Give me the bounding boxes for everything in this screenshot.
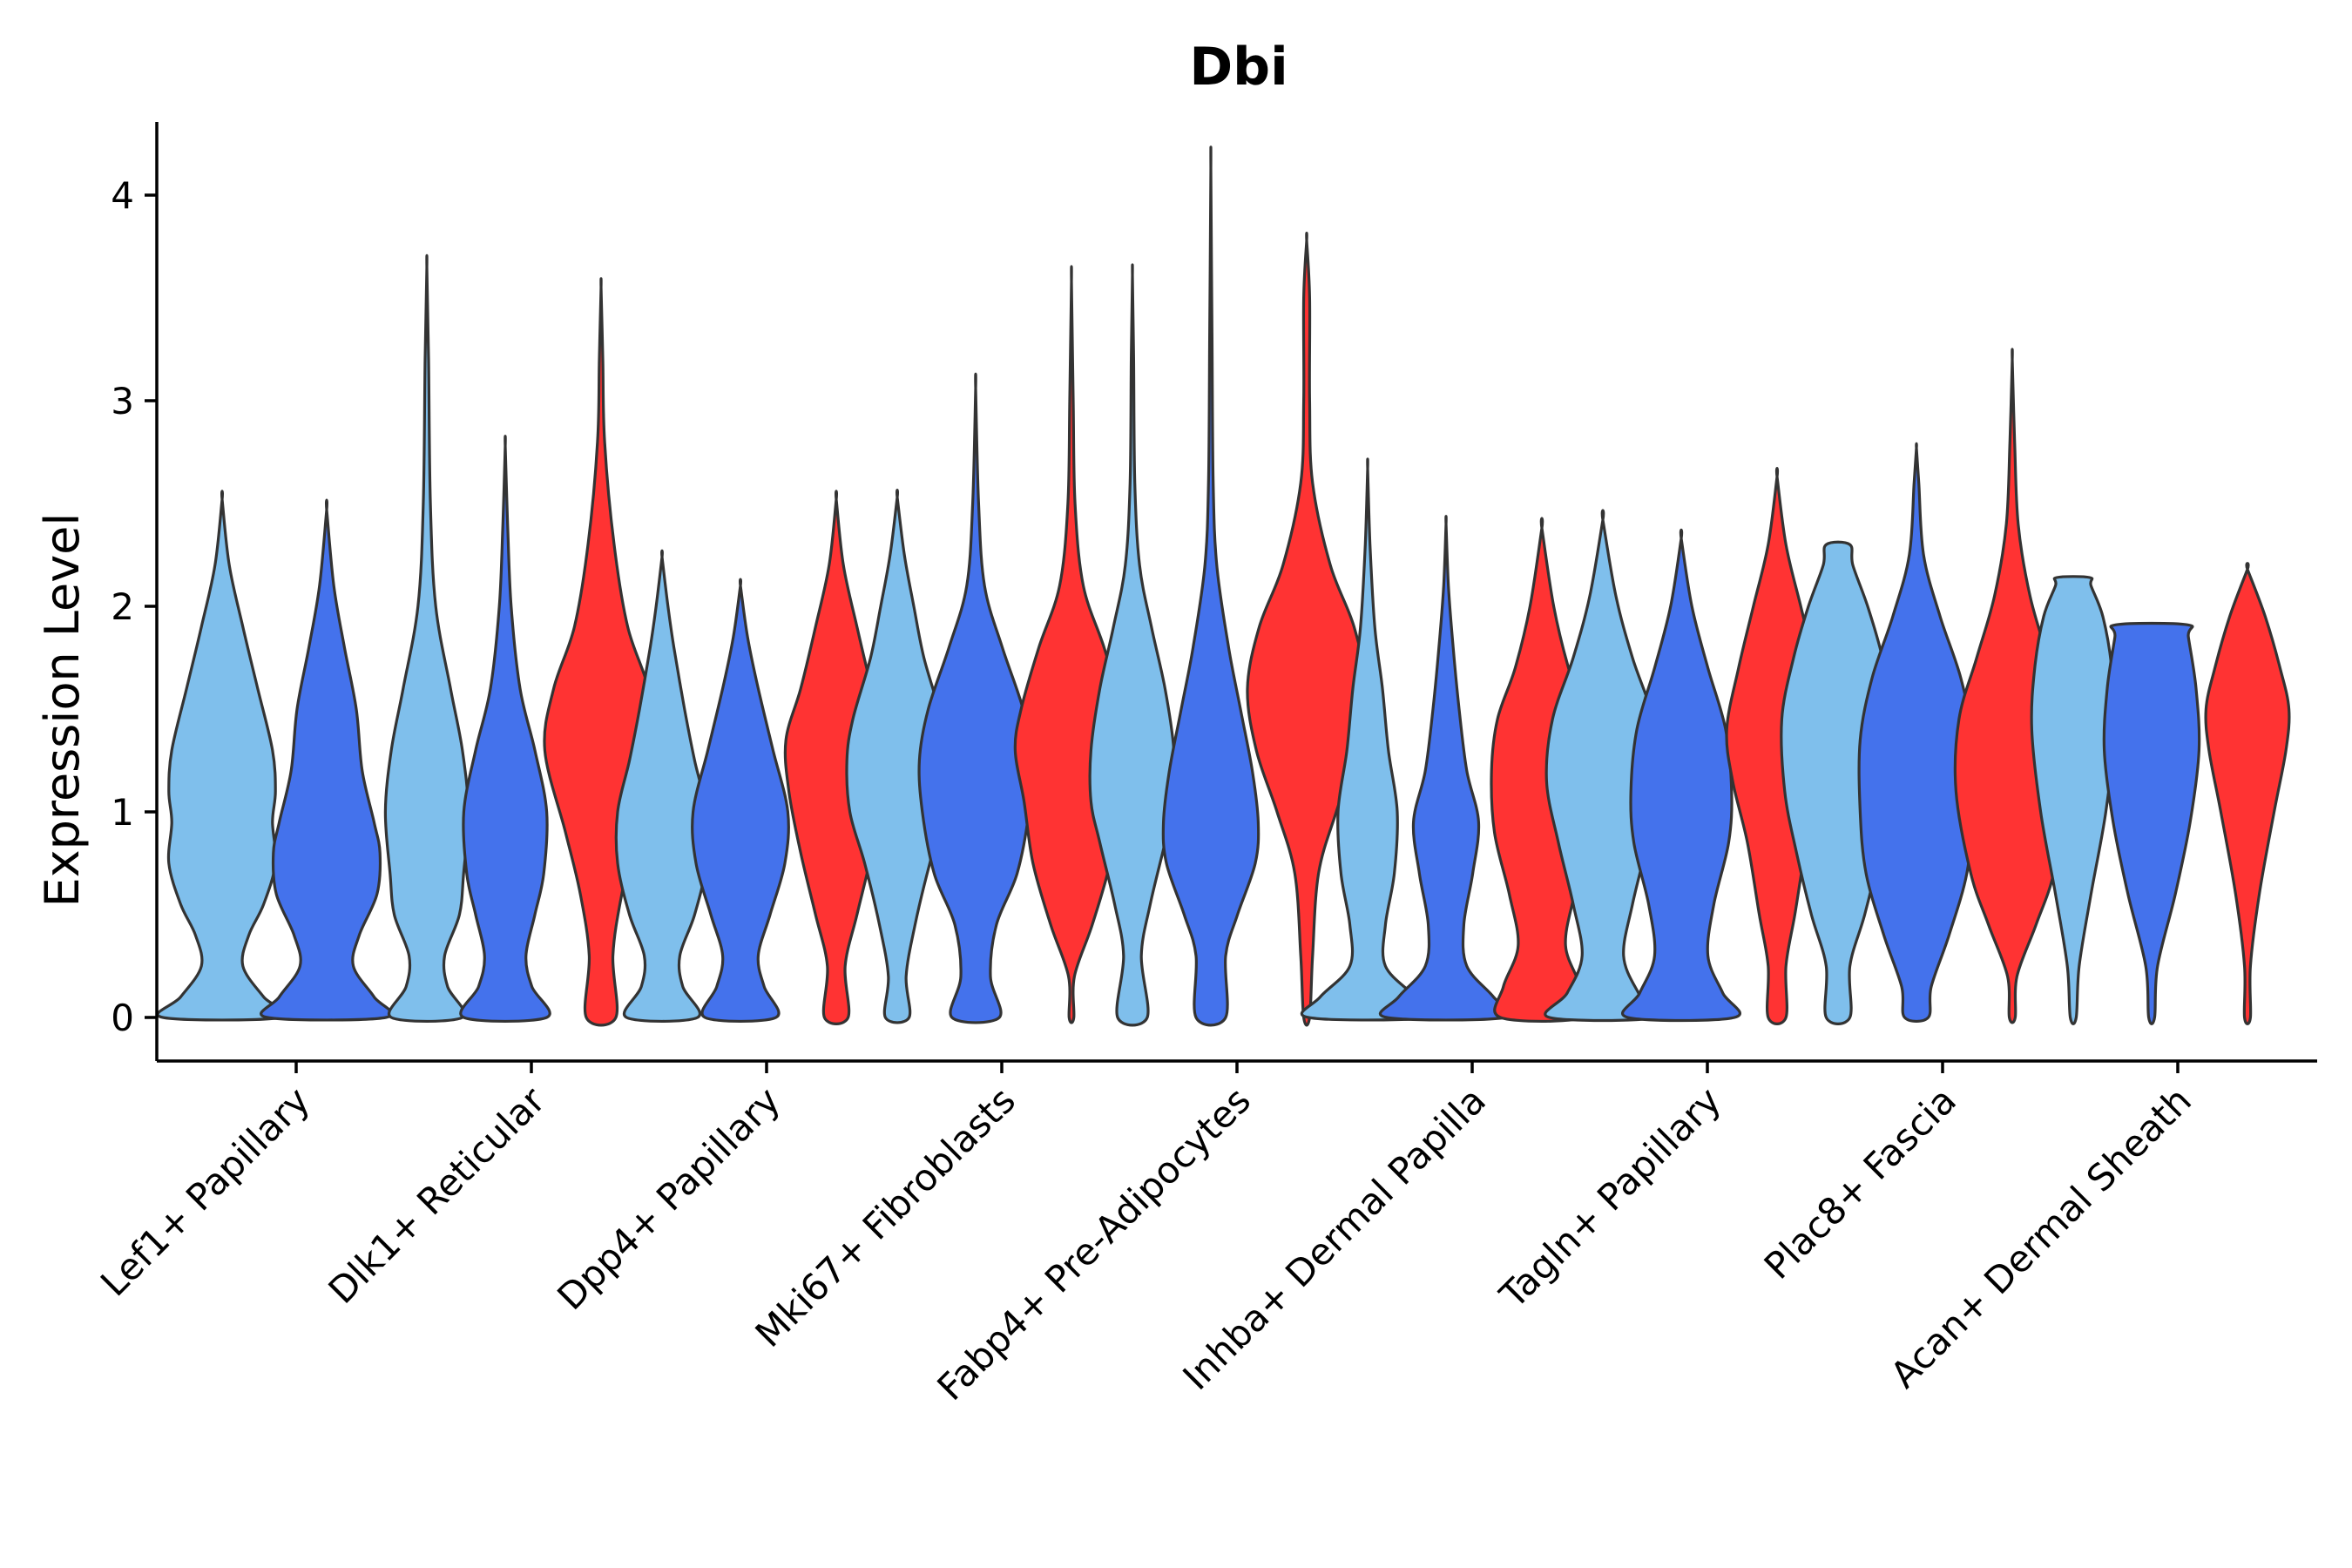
violin-2-0 — [614, 549, 710, 1024]
chart-title: Dbi — [1189, 37, 1288, 98]
violin-3-1 — [917, 372, 1034, 1024]
violin-8-0 — [2030, 575, 2117, 1025]
x-tick-label: Tagln+ Papillary — [1491, 1078, 1729, 1316]
violin-2-1 — [691, 578, 790, 1024]
violin-8-1 — [2102, 621, 2201, 1025]
violin-0-1 — [260, 498, 394, 1022]
violin-4-1 — [1161, 145, 1260, 1027]
violin-5-0 — [1300, 457, 1436, 1022]
violin-0-0 — [156, 490, 288, 1022]
y-axis: 0 1 2 3 4 — [111, 122, 159, 1061]
x-tick-label: Dpp4+ Papillary — [549, 1078, 788, 1318]
violin-1-1 — [459, 435, 551, 1024]
violin-6-1 — [1620, 528, 1742, 1023]
violin-8-2 — [2204, 562, 2291, 1025]
x-tick-label: Plac8+ Fascia — [1756, 1078, 1964, 1287]
y-axis-label: Expression Level — [35, 513, 90, 908]
y-tick-label: 1 — [111, 791, 134, 834]
y-tick-label: 3 — [111, 380, 134, 422]
y-tick-label: 4 — [111, 174, 134, 217]
x-tick-label: Lef1+ Papillary — [92, 1078, 318, 1304]
x-tick-label: Dlk1+ Reticular — [321, 1078, 554, 1312]
violin-1-0 — [383, 253, 470, 1024]
y-tick-label: 0 — [111, 997, 134, 1039]
violin-5-1 — [1378, 515, 1514, 1022]
violins-layer — [156, 145, 2291, 1027]
y-tick-label: 2 — [111, 585, 134, 628]
x-tick-label: Mki67+ Fibroblasts — [747, 1078, 1024, 1355]
